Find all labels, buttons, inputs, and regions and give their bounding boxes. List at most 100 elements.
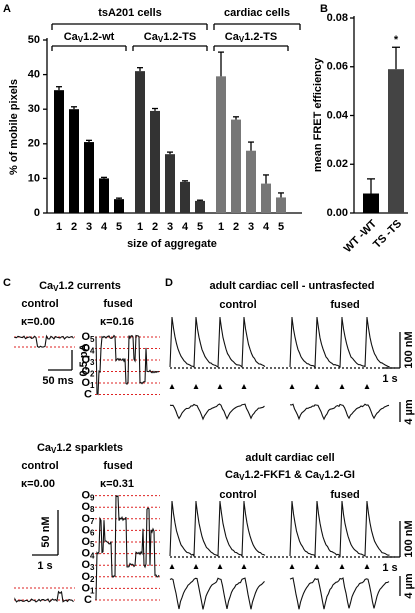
calcium-trace <box>289 500 390 558</box>
y-tick-label: 0.08 <box>327 12 348 24</box>
stimulus-arrow <box>241 564 247 569</box>
y-tick-label: 40 <box>28 69 40 81</box>
scale-label: 1 s <box>37 560 52 572</box>
scale-label: 1 s <box>382 562 397 574</box>
subscript: V <box>319 473 325 482</box>
subscript: 4 <box>90 347 95 356</box>
bar <box>261 183 271 213</box>
calcium-trace <box>169 316 266 369</box>
stimulus-arrow <box>289 384 295 389</box>
text-part: Ca <box>225 31 240 43</box>
y-tick-label: 0.04 <box>327 109 349 121</box>
annotation: * <box>394 34 399 46</box>
level-label: O2 <box>81 365 95 378</box>
x-tick-label: 5 <box>197 221 203 233</box>
text-part: O <box>81 377 90 389</box>
x-tick-label: 5 <box>116 221 122 233</box>
text-part: Ca <box>64 31 79 43</box>
stimulus-arrow <box>339 384 345 389</box>
y-tick-label: 0.02 <box>327 158 348 170</box>
x-axis-label: size of aggregate <box>127 238 217 250</box>
x-tick-label: 1 <box>137 221 143 233</box>
text-part: 1.2-TS <box>163 31 196 43</box>
scale-label: 1 s <box>382 373 397 385</box>
panel-letter: D <box>165 277 173 289</box>
bar <box>69 109 79 213</box>
shortening-trace <box>169 577 265 610</box>
bar <box>54 90 64 213</box>
group-label: cardiac cells <box>224 7 290 19</box>
text-part: O <box>81 559 90 571</box>
bar <box>246 150 256 213</box>
y-axis-label: mean FRET efficiency <box>312 57 324 172</box>
label: control <box>219 299 256 311</box>
subscript: 2 <box>90 370 95 379</box>
text-part: O <box>81 536 90 548</box>
text-part: 1.2 sparklets <box>56 442 123 454</box>
label: fused <box>330 299 359 311</box>
stimulus-arrow <box>193 384 199 389</box>
series-label: CaV1.2-TS <box>144 31 196 44</box>
label: κ=0.31 <box>100 478 134 490</box>
label: control <box>219 489 256 501</box>
level-label: O4 <box>81 342 95 355</box>
bar <box>388 69 404 213</box>
level-label: O5 <box>81 536 95 549</box>
bar <box>165 154 175 213</box>
subscript: 3 <box>90 563 95 572</box>
scale-label: 0.5 pA <box>78 343 90 376</box>
level-label: O1 <box>81 582 95 595</box>
subscript: V <box>158 35 164 44</box>
x-tick-label: 3 <box>86 221 92 233</box>
stimulus-arrow <box>314 384 320 389</box>
x-tick-label: 3 <box>248 221 254 233</box>
shortening-trace <box>289 403 390 421</box>
text-part: 1.2-TS <box>244 31 277 43</box>
panel-letter: B <box>320 3 328 15</box>
bar <box>231 119 241 213</box>
sparklet-trace <box>95 495 160 600</box>
text-part: O <box>81 571 90 583</box>
y-tick-label: 10 <box>28 172 40 184</box>
text-part: O <box>81 331 90 343</box>
sparklet-trace <box>14 590 74 603</box>
text-part: 1.2 currents <box>59 280 121 292</box>
bar <box>216 76 226 213</box>
label: κ=0.00 <box>21 316 55 328</box>
stimulus-arrow <box>217 564 223 569</box>
label: fused <box>330 489 359 501</box>
y-tick-label: 50 <box>28 34 40 46</box>
stimulus-arrow <box>193 564 199 569</box>
x-tick-label: 1 <box>218 221 224 233</box>
shortening-trace <box>289 577 390 610</box>
panel-title: CaV1.2 sparklets <box>37 442 123 455</box>
level-label: O9 <box>81 490 95 503</box>
stimulus-arrow <box>289 564 295 569</box>
bar <box>150 110 160 213</box>
label: κ=0.16 <box>100 316 134 328</box>
x-tick-label: 2 <box>71 221 77 233</box>
subscript: 1 <box>90 381 95 390</box>
level-label: O6 <box>81 524 95 537</box>
level-label: O3 <box>81 354 95 367</box>
stimulus-arrow <box>217 384 223 389</box>
subscript: V <box>239 473 245 482</box>
x-tick-label: 3 <box>167 221 173 233</box>
level-label: O1 <box>81 377 95 390</box>
group-label: tsA201 cells <box>98 7 162 19</box>
series-label: CaV1.2-wt <box>64 31 115 44</box>
text-part: O <box>81 513 90 525</box>
text-part: O <box>81 501 90 513</box>
stimulus-arrow <box>169 564 175 569</box>
level-label: O2 <box>81 571 95 584</box>
panel-title: adult cardiac cell - untrasfected <box>209 280 374 292</box>
stimulus-arrow <box>314 564 320 569</box>
x-tick-label: TS -TS <box>371 218 404 251</box>
text-part: O <box>81 354 90 366</box>
subscript: 4 <box>90 552 95 561</box>
subscript: 5 <box>90 335 95 344</box>
calcium-trace <box>169 500 266 558</box>
stimulus-arrow <box>169 384 175 389</box>
label: κ=0.00 <box>21 478 55 490</box>
